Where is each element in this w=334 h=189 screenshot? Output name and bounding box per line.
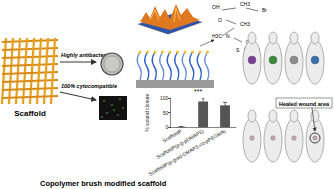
svg-text:Highly antibacterial: Highly antibacterial (61, 52, 112, 58)
svg-text:100: 100 (160, 95, 169, 101)
svg-text:% wound closure: % wound closure (144, 93, 150, 131)
svg-text:S: S (236, 47, 240, 53)
svg-text:50: 50 (163, 110, 169, 116)
svg-text:***: *** (194, 88, 202, 95)
svg-text:Scaffold: Scaffold (14, 109, 46, 118)
svg-text:O: O (218, 17, 222, 23)
svg-text:N: N (226, 33, 230, 39)
svg-text:CH3: CH3 (240, 21, 250, 27)
svg-text:Healed wound area: Healed wound area (279, 101, 330, 107)
svg-text:Br: Br (262, 7, 267, 13)
svg-text:100% cytocompatible: 100% cytocompatible (61, 83, 117, 89)
svg-text:Copolymer brush modified scaff: Copolymer brush modified scaffold (40, 179, 167, 188)
svg-text:H3C: H3C (212, 33, 222, 39)
svg-text:ScaffoldP(p-g-pDMAPS): ScaffoldP(p-g-pDMAPS) (154, 127, 205, 160)
svg-text:OH: OH (212, 4, 220, 10)
svg-text:CH3: CH3 (240, 1, 250, 7)
svg-text:ScaffoldP(p-grad-DMAPS-co-pPEG: ScaffoldP(p-grad-DMAPS-co-pPEGMA) (148, 128, 227, 177)
svg-text:0: 0 (165, 124, 168, 130)
